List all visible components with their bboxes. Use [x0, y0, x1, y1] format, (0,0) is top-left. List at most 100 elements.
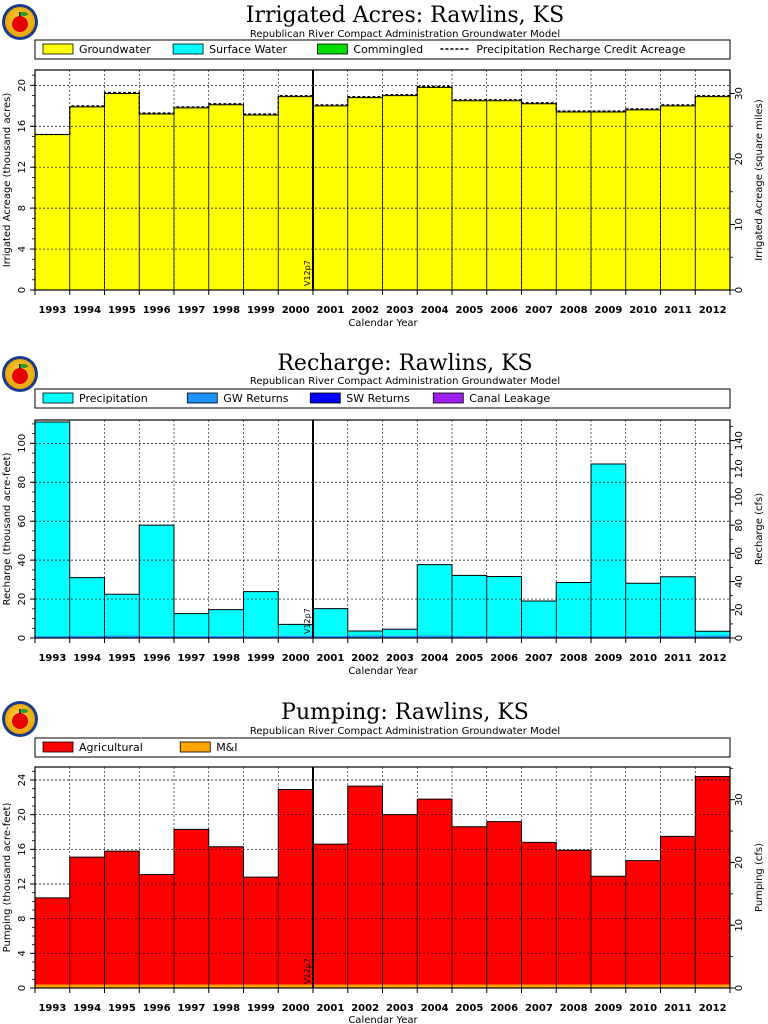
bar-segment — [313, 844, 348, 985]
gridlines — [35, 420, 730, 638]
x-tick-label: 2001 — [316, 1003, 344, 1014]
bar-segment — [243, 877, 279, 985]
bar-segment — [278, 96, 313, 291]
legend-label: Surface Water — [209, 43, 287, 56]
x-tick-label: 2001 — [316, 305, 344, 316]
x-tick-label: 2000 — [282, 1003, 310, 1014]
legend-label: M&I — [216, 741, 237, 754]
y-right-tick-label: 30 — [734, 87, 745, 100]
bar-segment — [452, 575, 487, 636]
bar-segment — [243, 115, 279, 290]
bar-segment — [417, 984, 452, 988]
x-axis: 1993 1994 1995 1996 1997 1998 1999 2000 2001 2002… — [34, 290, 731, 316]
legend-swatch — [316, 43, 348, 55]
y-right-tick-label: 20 — [734, 153, 745, 166]
bar-segment — [139, 984, 174, 988]
y-tick-label: 20 — [17, 593, 28, 606]
version-marker-label: V12p7 — [303, 608, 312, 634]
bar-segment — [660, 836, 696, 985]
bar-segment — [556, 850, 591, 985]
y-tick-label: 0 — [17, 635, 28, 641]
bar-segment — [452, 100, 487, 290]
bar-segment — [660, 105, 696, 290]
version-marker-label: V12p7 — [303, 260, 312, 286]
bar-segment — [139, 525, 174, 636]
chart-title: Recharge: Rawlins, KS — [277, 351, 532, 376]
leaf-icon — [20, 364, 28, 368]
bar-segment — [347, 786, 383, 985]
x-tick-label: 1996 — [143, 1003, 171, 1014]
y-tick-label: 100 — [17, 434, 28, 453]
bar-segment — [104, 594, 140, 636]
y-tick-label: 40 — [17, 554, 28, 567]
bar-segment — [382, 635, 418, 638]
bar-segment — [35, 636, 70, 638]
legend-swatch — [309, 392, 341, 404]
legend-frame — [34, 39, 731, 60]
bar-segment — [69, 577, 105, 636]
bar-segment — [139, 874, 174, 985]
x-tick-label: 1995 — [108, 653, 136, 664]
apple-icon — [12, 368, 28, 384]
legend-label: Groundwater — [79, 43, 151, 56]
apple-stem-icon — [19, 364, 21, 369]
version-marker-label: V12p7 — [303, 958, 312, 984]
bar-segment — [556, 635, 591, 638]
x-tick-label: 1997 — [177, 1003, 205, 1014]
legend-swatch — [186, 392, 218, 404]
bar-segment — [486, 576, 522, 636]
bar-segment — [35, 421, 70, 637]
x-tick-label: 1995 — [108, 1003, 136, 1014]
bar-segment — [486, 635, 522, 638]
legend-swatch — [42, 43, 74, 55]
y-axis-left: 0 20 40 60 80 100 — [17, 423, 35, 641]
x-tick-label: 2002 — [351, 305, 379, 316]
legend-swatch — [42, 392, 74, 404]
bars — [34, 776, 731, 988]
x-tick-label: 2010 — [629, 653, 657, 664]
y-tick-label: 8 — [17, 915, 28, 921]
y-right-tick-label: 20 — [734, 856, 745, 869]
y-tick-label: 80 — [17, 476, 28, 489]
x-tick-label: 2004 — [421, 305, 449, 316]
bar-segment — [139, 114, 174, 290]
y-right-tick-label: 40 — [734, 575, 745, 588]
x-tick-label: 2009 — [594, 653, 622, 664]
x-tick-label: 2012 — [699, 305, 727, 316]
bar-segment — [521, 635, 557, 638]
bar-segment — [660, 576, 696, 636]
legend-swatch — [172, 43, 204, 55]
x-tick-label: 2001 — [316, 653, 344, 664]
y-tick-label: 8 — [17, 205, 28, 211]
bar-segment — [695, 984, 730, 988]
bar-segment — [625, 635, 661, 638]
bar-segment — [347, 984, 383, 988]
x-tick-label: 2000 — [282, 305, 310, 316]
y-right-tick-label: 80 — [734, 519, 745, 532]
y-right-tick-label: 140 — [734, 431, 745, 450]
x-tick-label: 2003 — [386, 653, 414, 664]
bar-segment — [521, 601, 557, 636]
chart-title: Pumping: Rawlins, KS — [281, 700, 529, 725]
x-tick-label: 1996 — [143, 305, 171, 316]
apple-icon — [12, 713, 28, 729]
x-tick-label: 1996 — [143, 653, 171, 664]
bar-segment — [591, 876, 626, 985]
chart-subtitle: Republican River Compact Administration … — [250, 376, 560, 387]
bar-segment — [208, 984, 244, 988]
y-tick-label: 24 — [17, 774, 28, 787]
bar-segment — [278, 789, 313, 985]
x-tick-label: 2000 — [282, 653, 310, 664]
bar-segment — [208, 104, 244, 290]
bar-segment — [660, 635, 696, 638]
x-tick-label: 1998 — [212, 653, 240, 664]
y-axis-right: 0 10 20 30 — [730, 767, 745, 991]
x-tick-label: 1994 — [73, 653, 101, 664]
bar-segment — [208, 609, 244, 636]
y-tick-label: 16 — [17, 843, 28, 856]
y-tick-label: 20 — [17, 808, 28, 821]
x-axis-label: Calendar Year — [348, 1015, 418, 1024]
chart-subtitle: Republican River Compact Administration … — [250, 726, 560, 737]
x-tick-label: 2002 — [351, 653, 379, 664]
y-axis-label-right: Recharge (cfs) — [754, 493, 765, 565]
